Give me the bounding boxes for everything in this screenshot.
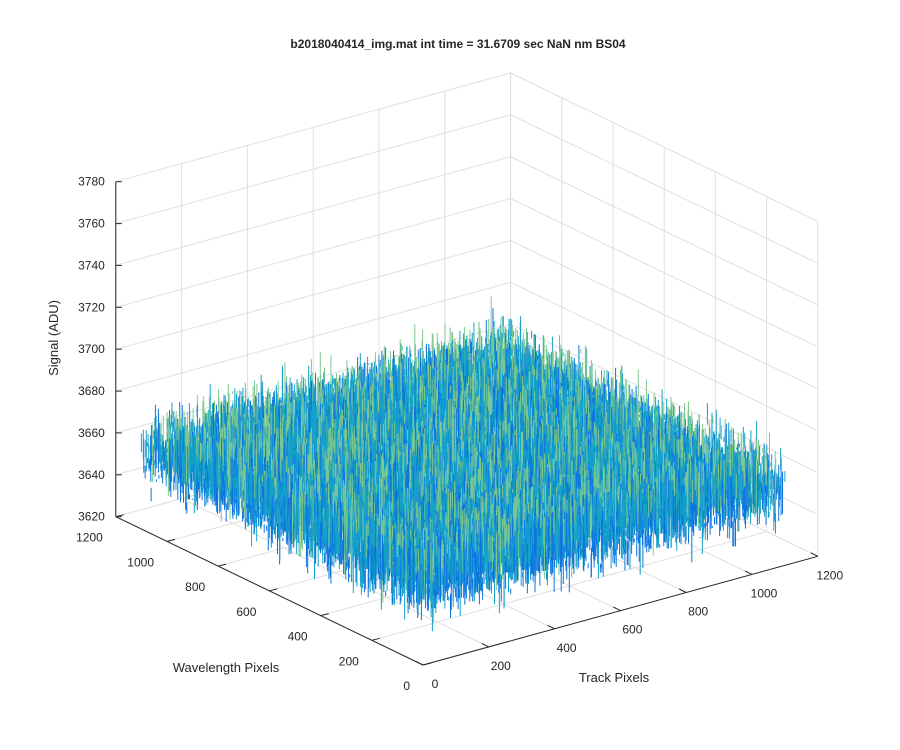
surface-plot bbox=[141, 297, 785, 632]
